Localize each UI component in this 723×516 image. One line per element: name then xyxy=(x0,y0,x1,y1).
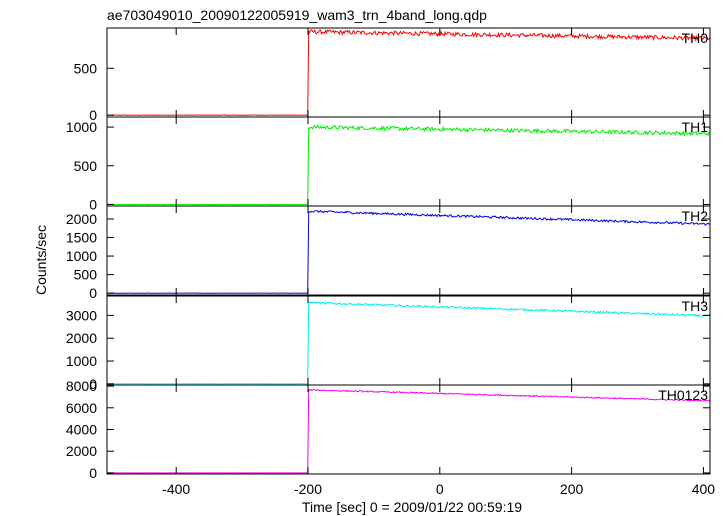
series-label: TH1 xyxy=(682,119,709,135)
series-label: TH3 xyxy=(682,298,709,314)
x-tick-label: -400 xyxy=(162,481,190,497)
y-tick-label: 2000 xyxy=(66,211,97,227)
panel-th2: 0 500 1000 1500 2000 TH2 xyxy=(66,205,711,301)
series-line-th0123 xyxy=(107,388,711,474)
panel-frame xyxy=(106,27,711,118)
chart-title: ae703049010_20090122005919_wam3_trn_4ban… xyxy=(107,7,487,23)
panel-th1: 0 500 1000 TH1 xyxy=(66,116,711,212)
x-axis-label: Time [sec] 0 = 2009/01/22 00:59:19 xyxy=(302,499,522,515)
panel-frame xyxy=(106,116,711,207)
y-tick-label: 1000 xyxy=(66,248,97,264)
panel-frame xyxy=(106,295,711,386)
y-axis-label: Counts/sec xyxy=(33,225,49,295)
y-tick-label: 3000 xyxy=(66,307,97,323)
panel-th0: 0 500 TH0 xyxy=(74,27,711,123)
x-tick-label: 200 xyxy=(560,481,584,497)
y-tick-label: 2000 xyxy=(66,443,97,459)
y-tick-label: 8000 xyxy=(66,378,97,394)
y-tick-label: 2000 xyxy=(66,330,97,346)
x-tick-label: 400 xyxy=(692,481,716,497)
y-tick-label: 4000 xyxy=(66,422,97,438)
x-tick-label: 0 xyxy=(436,481,444,497)
y-tick-label: 0 xyxy=(89,285,97,301)
series-line-th2 xyxy=(106,209,710,294)
y-tick-label: 0 xyxy=(89,107,97,123)
y-tick-label: 1000 xyxy=(66,119,97,135)
series-line-th0 xyxy=(106,28,711,116)
y-tick-label: 1500 xyxy=(66,230,97,246)
series-line-th1 xyxy=(106,124,711,206)
y-tick-label: 0 xyxy=(89,196,97,212)
x-tick-label: -200 xyxy=(294,481,322,497)
series-label: TH0 xyxy=(682,30,709,46)
series-label: TH2 xyxy=(682,208,709,224)
y-tick-label: 1000 xyxy=(66,353,97,369)
series-label: TH0123 xyxy=(658,387,708,403)
panel-th3: 0 1000 2000 3000 TH3 xyxy=(66,295,711,392)
y-tick-label: 500 xyxy=(74,158,98,174)
panel-frame xyxy=(106,205,711,296)
y-tick-label: 500 xyxy=(74,267,98,283)
y-tick-label: 6000 xyxy=(66,400,97,416)
y-tick-label: 0 xyxy=(89,465,97,481)
y-tick-label: 0 xyxy=(89,376,97,392)
series-line-th3 xyxy=(106,300,711,385)
panel-th0123: 0 2000 4000 6000 8000 TH0123 xyxy=(66,378,711,481)
y-tick-label: 500 xyxy=(74,60,98,76)
